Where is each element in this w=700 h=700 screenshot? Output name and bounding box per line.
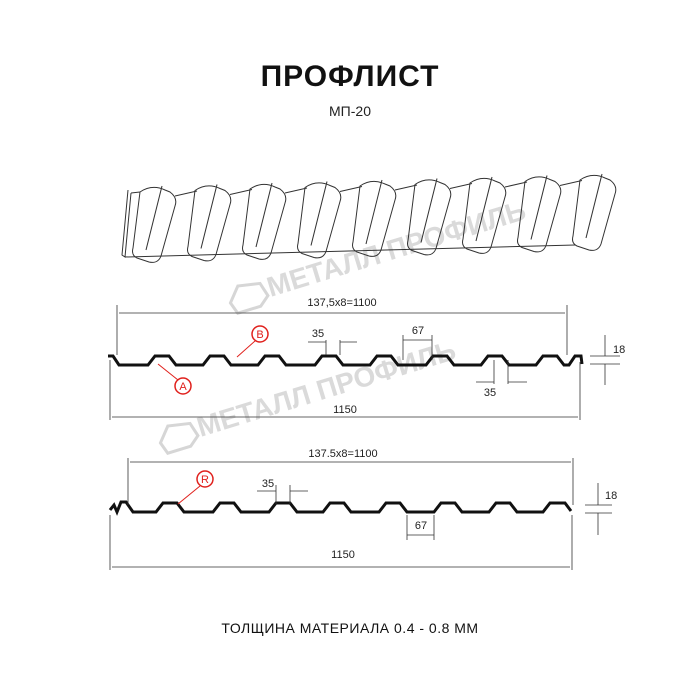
sheet-valley: [284, 187, 308, 194]
marker-a-leader: [157, 363, 179, 381]
sheet-rib: [132, 186, 177, 263]
sheet-valley: [229, 189, 253, 195]
marker-b-label: B: [256, 329, 263, 341]
bottom-width-label: 67: [415, 520, 427, 532]
total-width-label: 1150: [333, 404, 357, 416]
sheet-rib-fold: [365, 179, 383, 245]
mid-width-label: 67: [412, 325, 424, 337]
marker-a: [174, 377, 192, 395]
sheet-valley: [339, 186, 363, 192]
marker-r-leader: [177, 485, 201, 505]
sheet-bottom-edge: [124, 244, 576, 258]
watermark-logo-icon: [158, 421, 200, 455]
sheet-rib: [187, 185, 232, 262]
total-width-label: 1150: [331, 549, 355, 561]
watermark-logo-icon: [228, 281, 270, 315]
sheet-rib: [572, 174, 617, 251]
sheet-valley: [174, 190, 198, 197]
pitch-label: 137.5x8=1100: [308, 448, 377, 460]
watermark-text: МЕТАЛЛ ПРОФИЛЬ: [263, 194, 529, 302]
profile-a: 137,5x8=1100 1150 35 67 35 18 B A: [108, 297, 625, 420]
page-title: ПРОФЛИСТ: [260, 60, 440, 93]
sheet-valley: [559, 180, 583, 186]
sheet-rib-fold: [475, 176, 493, 242]
marker-b-leader: [236, 340, 256, 358]
sheet-valley: [504, 181, 528, 188]
marker-a-label: A: [179, 381, 187, 393]
top-width-label: 35: [312, 328, 324, 340]
watermark-bottom: МЕТАЛЛ ПРОФИЛЬ: [158, 334, 459, 455]
sheet-valley: [449, 183, 473, 189]
sheet-edge: [130, 191, 141, 194]
height-label: 18: [605, 490, 617, 502]
sheet-rib: [242, 183, 287, 260]
sheet-3d-view: [121, 173, 617, 263]
pitch-label: 137,5x8=1100: [307, 297, 376, 309]
profile-a-dimension-lines: [109, 305, 620, 420]
profile-r-dimension-lines: [109, 458, 612, 570]
page-subtitle: МП-20: [329, 103, 371, 119]
sheet-rib-fold: [530, 175, 548, 240]
bottom-width-label: 35: [484, 387, 496, 399]
sheet-rib-fold: [310, 181, 328, 246]
sheet-rib: [297, 182, 342, 259]
material-thickness-note: ТОЛЩИНА МАТЕРИАЛА 0.4 - 0.8 ММ: [221, 620, 479, 636]
profile-r: 137.5x8=1100 1150 35 67 18 R: [108, 448, 617, 570]
top-width-label: 35: [262, 478, 274, 490]
sheet-rib-fold: [585, 173, 603, 239]
sheet-rib-fold: [255, 182, 273, 248]
marker-r-label: R: [201, 474, 209, 486]
height-label: 18: [613, 344, 625, 356]
sheet-valley: [394, 184, 418, 191]
marker-r: [196, 470, 214, 488]
sheet-rib-fold: [420, 178, 438, 243]
profile-a-line: [108, 354, 584, 367]
sheet-rib-fold: [200, 184, 218, 249]
sheet-rib-fold: [145, 185, 163, 251]
profile-r-line: [108, 500, 573, 516]
sheet-edge: [121, 189, 132, 258]
marker-b: [251, 325, 269, 343]
